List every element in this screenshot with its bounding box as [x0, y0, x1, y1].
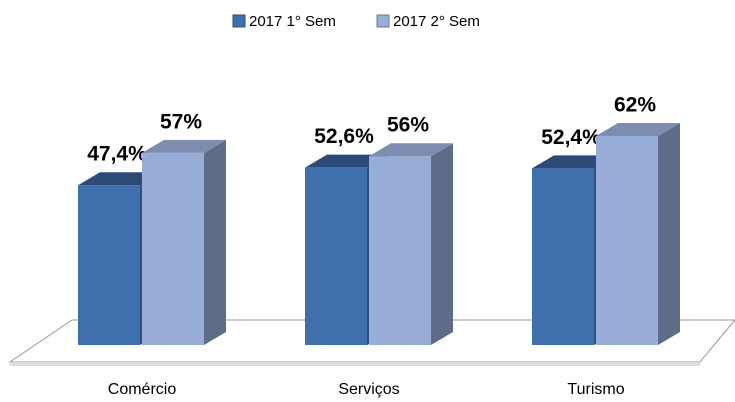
bar — [305, 167, 367, 345]
bar-side — [431, 143, 453, 345]
bar-top — [369, 143, 453, 157]
bar-top — [596, 122, 680, 136]
bar — [369, 156, 431, 345]
value-label: 62% — [614, 94, 656, 117]
x-tick-label: Serviços — [338, 381, 399, 398]
value-label: 52,4% — [541, 126, 601, 149]
value-label: 57% — [160, 110, 202, 133]
bar-top — [142, 139, 226, 153]
value-label: 47,4% — [87, 143, 147, 166]
value-label: 56% — [387, 114, 429, 137]
bar — [142, 152, 204, 345]
legend-swatch — [376, 14, 390, 28]
legend-label: 2017 1° Sem — [249, 13, 336, 30]
bar — [596, 135, 658, 345]
bar-side — [658, 122, 680, 345]
bar-side — [204, 139, 226, 345]
legend-swatch — [232, 14, 246, 28]
bar — [78, 185, 140, 345]
x-tick-label: Comércio — [108, 381, 177, 398]
bar-top — [78, 172, 162, 186]
bar-top — [532, 155, 616, 169]
legend-label: 2017 2° Sem — [393, 13, 480, 30]
x-tick-label: Turismo — [567, 381, 624, 398]
bar-top — [305, 154, 389, 168]
value-label: 52,6% — [314, 125, 374, 148]
floor-edge — [10, 362, 700, 366]
bar — [532, 168, 594, 345]
